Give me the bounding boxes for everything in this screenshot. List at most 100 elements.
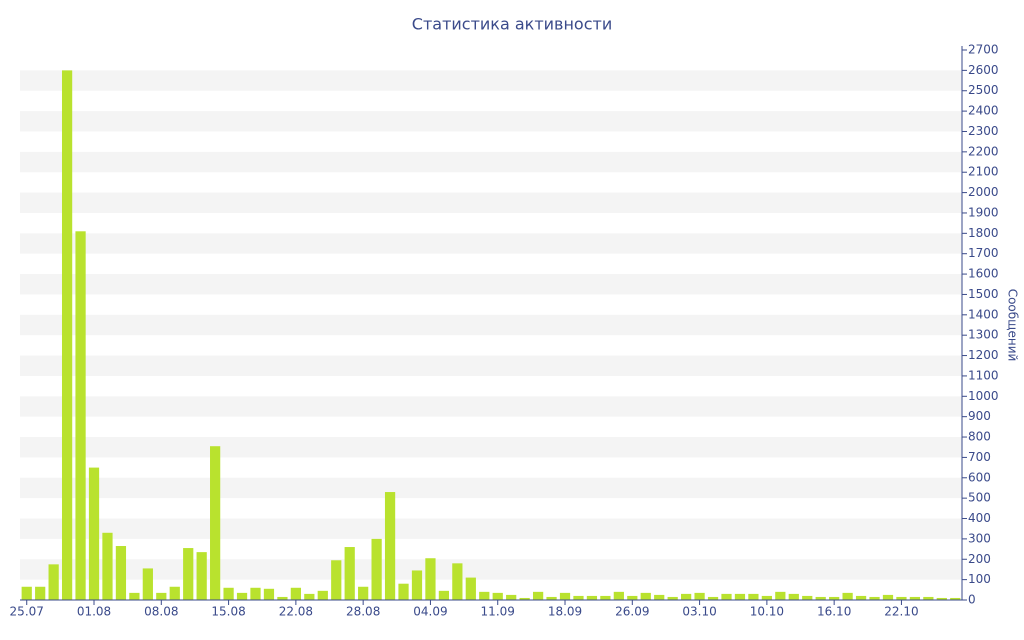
y-tick-label: 600 bbox=[968, 470, 991, 484]
bar bbox=[263, 588, 275, 600]
bar bbox=[88, 467, 100, 600]
bar bbox=[829, 596, 840, 600]
grid-band bbox=[20, 396, 962, 417]
bar bbox=[61, 70, 73, 601]
y-tick-label: 800 bbox=[968, 430, 991, 444]
bar bbox=[223, 587, 234, 600]
bar bbox=[748, 593, 759, 600]
bar bbox=[532, 591, 544, 600]
bar bbox=[694, 592, 705, 600]
bar bbox=[35, 586, 46, 600]
x-tick-label: 11.09 bbox=[481, 605, 515, 619]
bar bbox=[802, 595, 813, 600]
grid-band bbox=[20, 314, 962, 336]
bar bbox=[75, 231, 86, 600]
y-tick-label: 1700 bbox=[968, 246, 999, 260]
grid-band bbox=[20, 192, 962, 213]
bar bbox=[896, 596, 907, 600]
bar bbox=[667, 596, 678, 600]
y-tick-label: 2700 bbox=[968, 43, 999, 57]
y-tick-label: 1600 bbox=[968, 267, 999, 281]
bar bbox=[923, 596, 934, 600]
x-tick-label: 04.09 bbox=[413, 605, 447, 619]
bar bbox=[290, 587, 301, 600]
bar bbox=[183, 548, 194, 600]
bar bbox=[721, 593, 732, 600]
bar bbox=[734, 593, 746, 600]
bar bbox=[681, 593, 692, 600]
y-tick-label: 1200 bbox=[968, 348, 999, 362]
grid-band bbox=[20, 437, 962, 458]
x-tick-label: 22.10 bbox=[884, 605, 918, 619]
bar bbox=[559, 592, 571, 600]
bar bbox=[600, 595, 611, 600]
y-tick-label: 1900 bbox=[968, 205, 999, 219]
x-tick-label: 10.10 bbox=[750, 605, 784, 619]
x-tick-label: 08.08 bbox=[144, 605, 178, 619]
bar bbox=[115, 546, 127, 600]
bar bbox=[492, 592, 503, 600]
bar bbox=[236, 592, 248, 600]
y-tick-label: 1000 bbox=[968, 389, 999, 403]
bar bbox=[761, 595, 772, 600]
bar bbox=[506, 594, 517, 600]
y-tick-label: 2000 bbox=[968, 185, 999, 199]
x-tick-label: 18.09 bbox=[548, 605, 582, 619]
y-tick-label: 100 bbox=[968, 572, 991, 586]
grid-band bbox=[20, 518, 962, 539]
y-tick-label: 1400 bbox=[968, 307, 999, 321]
bar bbox=[909, 596, 921, 600]
bar bbox=[277, 596, 288, 600]
grid-band bbox=[20, 233, 962, 254]
y-tick-label: 0 bbox=[968, 593, 976, 607]
y-tick-label: 1300 bbox=[968, 328, 999, 342]
y-tick-label: 2600 bbox=[968, 63, 999, 77]
bar bbox=[398, 583, 409, 600]
x-tick-label: 15.08 bbox=[211, 605, 245, 619]
bar bbox=[882, 594, 894, 600]
bar bbox=[788, 593, 799, 600]
x-tick-label: 28.08 bbox=[346, 605, 380, 619]
bar bbox=[613, 591, 624, 600]
bar bbox=[156, 592, 167, 600]
bar bbox=[452, 563, 463, 600]
bar bbox=[950, 597, 961, 600]
bar bbox=[196, 552, 207, 600]
bar bbox=[304, 593, 315, 600]
bar bbox=[384, 492, 396, 600]
bar bbox=[586, 595, 598, 600]
bar bbox=[640, 592, 651, 600]
bar bbox=[317, 590, 328, 600]
bar bbox=[48, 564, 59, 600]
bar bbox=[169, 586, 180, 600]
y-tick-label: 2100 bbox=[968, 165, 999, 179]
x-tick-label: 16.10 bbox=[817, 605, 851, 619]
y-tick-label: 2300 bbox=[968, 124, 999, 138]
y-axis-title: Сообщений bbox=[1006, 289, 1020, 362]
bar bbox=[775, 591, 786, 600]
x-tick-label: 26.09 bbox=[615, 605, 649, 619]
grid-band bbox=[20, 111, 962, 132]
bar bbox=[129, 592, 140, 600]
y-tick-label: 700 bbox=[968, 450, 991, 464]
y-tick-label: 900 bbox=[968, 409, 991, 423]
bar bbox=[654, 594, 665, 600]
bar bbox=[358, 586, 369, 600]
grid-band bbox=[20, 559, 962, 580]
bar bbox=[210, 446, 221, 600]
bar bbox=[371, 538, 382, 600]
bar bbox=[102, 532, 113, 600]
bar bbox=[707, 596, 719, 600]
y-tick-label: 1800 bbox=[968, 226, 999, 240]
bar bbox=[438, 590, 450, 600]
y-tick-label: 1500 bbox=[968, 287, 999, 301]
bar bbox=[546, 596, 557, 600]
x-tick-label: 22.08 bbox=[279, 605, 313, 619]
bar bbox=[479, 591, 490, 600]
bar bbox=[344, 547, 355, 600]
y-tick-label: 1100 bbox=[968, 368, 999, 382]
bar bbox=[21, 586, 32, 600]
grid-band bbox=[20, 151, 962, 173]
bar bbox=[842, 592, 853, 600]
bar bbox=[855, 595, 867, 600]
